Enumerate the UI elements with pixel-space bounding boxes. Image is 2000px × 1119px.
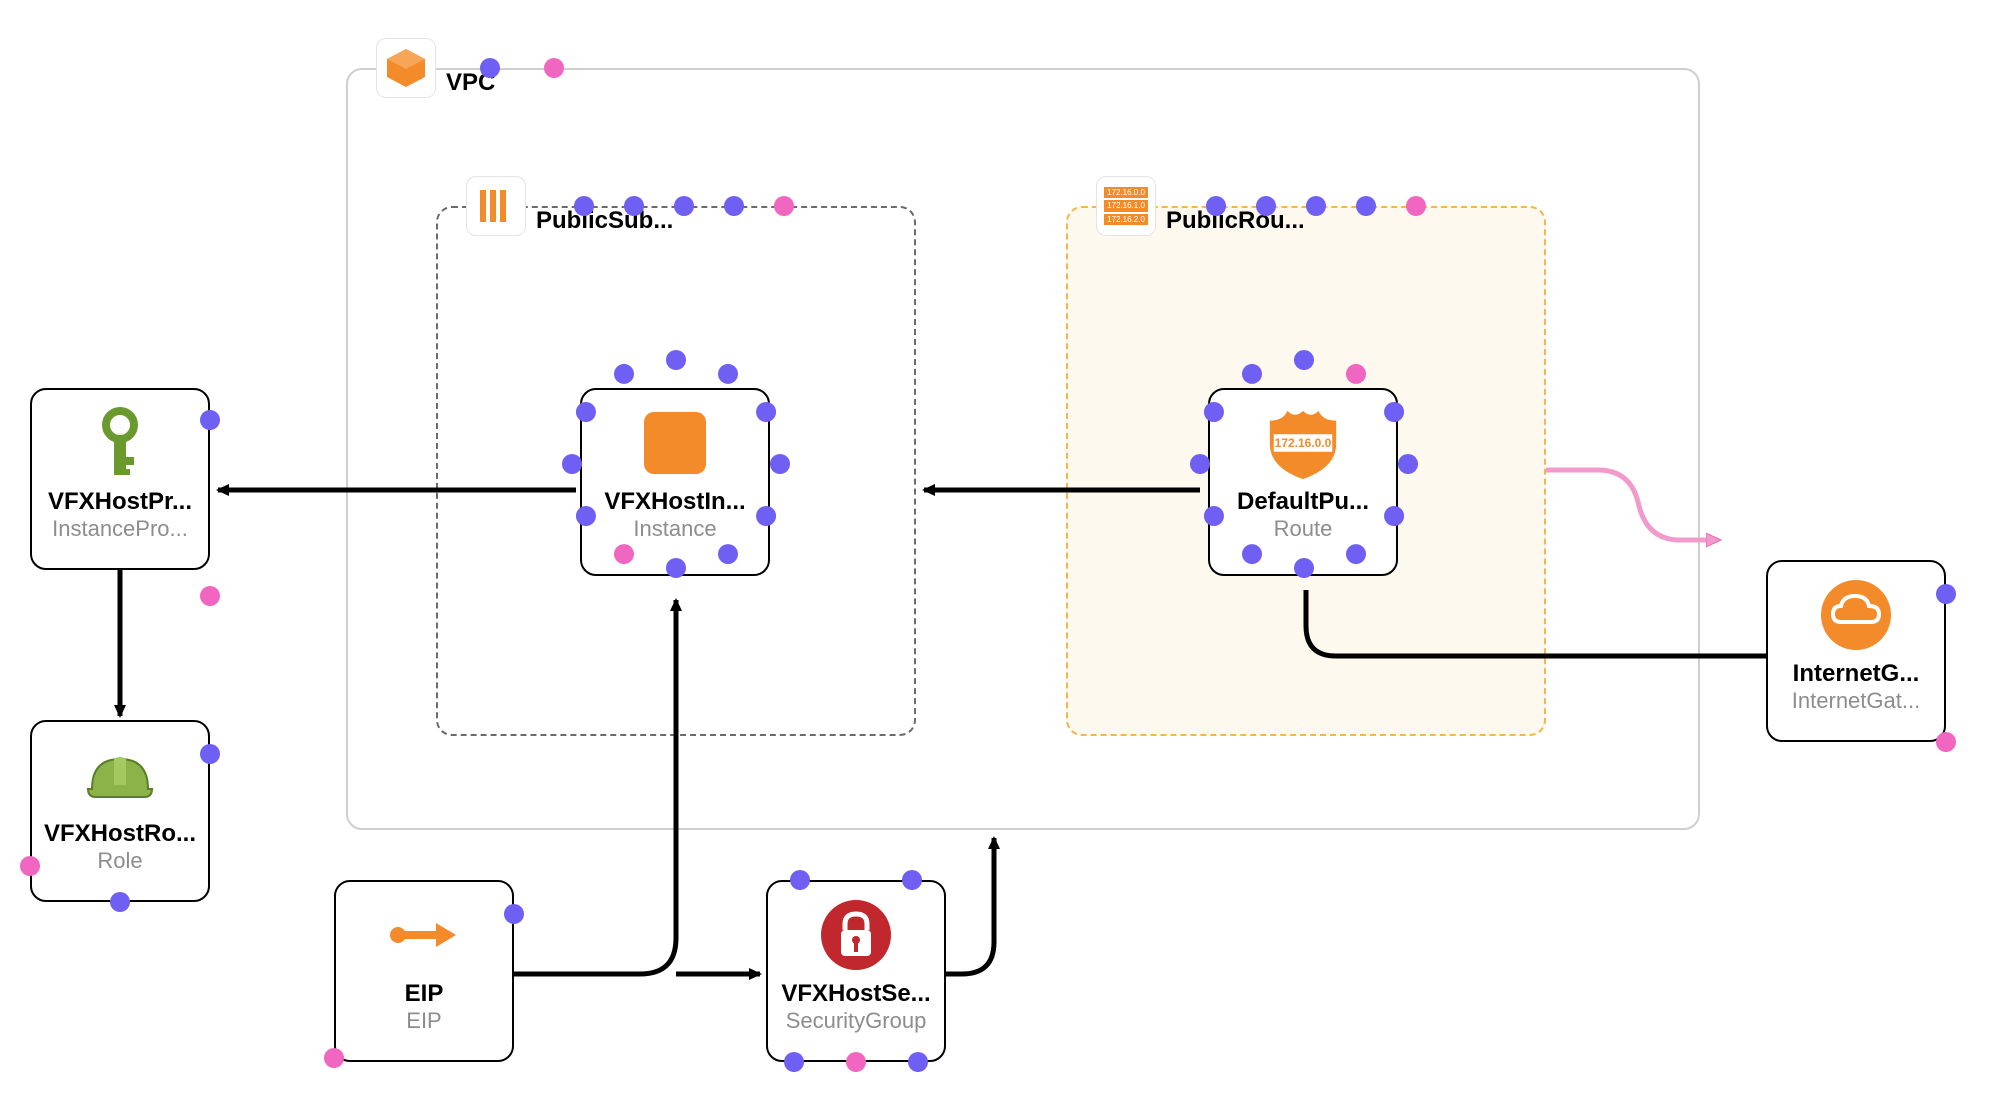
arrow-icon: [385, 896, 463, 974]
vpc-label: VPC: [446, 69, 495, 97]
public-subnet-label: PublicSub...: [536, 207, 673, 235]
public-route-label: PublicRou...: [1166, 207, 1305, 235]
node-igw-sub: InternetGat...: [1768, 688, 1944, 724]
node-instance-profile-sub: InstancePro...: [32, 516, 208, 552]
public-route-header: 172.16.0.0 172.16.1.0 172.16.2.0 PublicR…: [1096, 206, 1305, 236]
node-role[interactable]: VFXHostRo... Role: [30, 720, 210, 902]
node-instance-sub: Instance: [582, 516, 768, 552]
key-icon: [81, 404, 159, 482]
lock-icon: [817, 896, 895, 974]
node-default-route[interactable]: 172.16.0.0 DefaultPu... Route: [1208, 388, 1398, 576]
subnet-icon: [466, 176, 526, 236]
node-route-title: DefaultPu...: [1210, 488, 1396, 516]
node-internet-gateway[interactable]: InternetG... InternetGat...: [1766, 560, 1946, 742]
node-vfx-instance[interactable]: VFXHostIn... Instance: [580, 388, 770, 576]
node-instance-title: VFXHostIn...: [582, 488, 768, 516]
routetable-icon: 172.16.0.0 172.16.1.0 172.16.2.0: [1096, 176, 1156, 236]
vpc-icon: [376, 38, 436, 98]
edge-sg-vpc: [946, 838, 994, 974]
node-route-sub: Route: [1210, 516, 1396, 552]
shield-text: 172.16.0.0: [1275, 436, 1332, 450]
cloud-icon: [1817, 576, 1895, 654]
helmet-icon: [81, 736, 159, 814]
vpc-header: VPC: [376, 68, 495, 98]
node-role-sub: Role: [32, 848, 208, 884]
public-subnet-header: PublicSub...: [466, 206, 673, 236]
node-eip-title: EIP: [336, 980, 512, 1008]
node-igw-title: InternetG...: [1768, 660, 1944, 688]
shield-icon: 172.16.0.0: [1264, 404, 1342, 482]
node-instance-profile-title: VFXHostPr...: [32, 488, 208, 516]
node-role-title: VFXHostRo...: [32, 820, 208, 848]
node-security-group[interactable]: VFXHostSe... SecurityGroup: [766, 880, 946, 1062]
node-eip-sub: EIP: [336, 1008, 512, 1044]
node-sg-sub: SecurityGroup: [768, 1008, 944, 1044]
square-icon: [636, 404, 714, 482]
node-eip[interactable]: EIP EIP: [334, 880, 514, 1062]
node-sg-title: VFXHostSe...: [768, 980, 944, 1008]
node-instance-profile[interactable]: VFXHostPr... InstancePro...: [30, 388, 210, 570]
